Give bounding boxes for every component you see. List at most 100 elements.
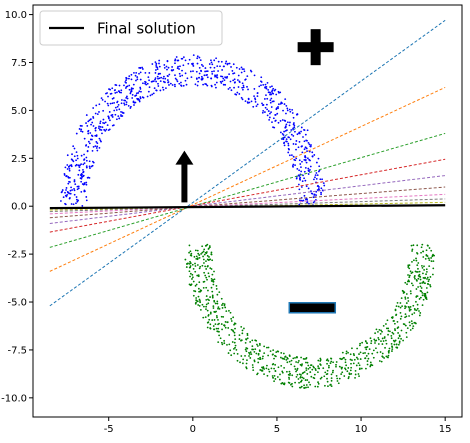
scatter-point (162, 80, 165, 83)
scatter-point (296, 373, 299, 376)
scatter-point (187, 62, 190, 65)
scatter-point (414, 277, 416, 280)
scatter-point (253, 74, 256, 77)
scatter-point (388, 349, 390, 352)
scatter-point (385, 342, 388, 345)
scatter-point (76, 154, 79, 157)
scatter-point (322, 367, 325, 370)
scatter-point (216, 74, 219, 76)
scatter-point (246, 101, 249, 104)
scatter-point (68, 165, 70, 168)
scatter-point (308, 143, 311, 146)
scatter-point (85, 166, 88, 169)
scatter-point (286, 361, 289, 364)
intermediate-solution-line (49, 186, 446, 219)
scatter-point (77, 164, 80, 167)
scatter-point (345, 364, 348, 367)
scatter-point (281, 370, 284, 373)
scatter-point (221, 80, 224, 83)
scatter-point (416, 244, 419, 247)
scatter-point (302, 377, 305, 380)
scatter-point (306, 150, 308, 153)
scatter-point (305, 367, 308, 369)
scatter-point (391, 350, 393, 352)
scatter-point (127, 104, 130, 107)
scatter-point (277, 121, 280, 124)
scatter-point (365, 348, 368, 351)
scatter-point (205, 295, 208, 297)
scatter-point (354, 373, 357, 376)
scatter-point (241, 98, 244, 101)
scatter-point (199, 309, 202, 311)
scatter-point (155, 89, 158, 92)
scatter-point (428, 265, 431, 268)
scatter-point (423, 269, 425, 271)
scatter-point (192, 70, 194, 73)
scatter-point (206, 309, 209, 312)
scatter-point (202, 83, 205, 86)
scatter-point (134, 95, 136, 97)
scatter-point (366, 363, 369, 366)
scatter-point (411, 248, 414, 251)
scatter-point (247, 97, 250, 100)
scatter-point (75, 202, 77, 205)
scatter-point (189, 70, 192, 73)
scatter-point (403, 291, 406, 294)
scatter-point (213, 70, 215, 73)
scatter-point (412, 304, 415, 307)
scatter-point (86, 176, 89, 179)
scatter-point (279, 120, 282, 122)
scatter-point (231, 341, 234, 343)
scatter-point (300, 379, 303, 382)
intermediate-solution-line (49, 175, 446, 224)
scatter-point (311, 368, 314, 371)
scatter-point (130, 87, 133, 90)
scatter-point (421, 243, 424, 246)
scatter-point (256, 92, 259, 95)
scatter-point (139, 88, 142, 90)
scatter-point (365, 355, 368, 357)
scatter-point (385, 323, 387, 325)
scatter-point (278, 103, 280, 106)
scatter-point (196, 55, 199, 58)
scatter-point (101, 126, 104, 129)
scatter-point (210, 85, 213, 88)
scatter-point (125, 103, 128, 106)
scatter-point (320, 187, 323, 190)
scatter-point (290, 133, 293, 136)
scatter-point (222, 77, 225, 80)
scatter-point (99, 120, 102, 123)
scatter-point (292, 165, 294, 168)
scatter-point (311, 151, 314, 154)
scatter-point (186, 262, 189, 265)
scatter-point (382, 340, 385, 342)
scatter-point (192, 294, 195, 297)
scatter-point (238, 93, 241, 95)
scatter-point (310, 375, 313, 378)
scatter-point (142, 96, 145, 99)
scatter-point (280, 101, 283, 104)
scatter-point (87, 132, 90, 135)
scatter-point (245, 366, 248, 369)
scatter-point (196, 62, 199, 65)
scatter-point (266, 364, 268, 367)
scatter-point (270, 97, 273, 100)
scatter-point (241, 68, 244, 71)
y-tick-label: -5.0 (7, 298, 27, 309)
scatter-point (298, 373, 301, 376)
scatter-point (404, 324, 407, 327)
scatter-point (309, 371, 312, 373)
scatter-point (80, 177, 83, 180)
scatter-point (94, 145, 97, 148)
scatter-point (228, 62, 231, 65)
scatter-point (259, 369, 262, 371)
scatter-point (125, 81, 127, 84)
scatter-point (216, 330, 219, 333)
scatter-point (200, 63, 203, 66)
scatter-point (265, 94, 267, 97)
scatter-point (307, 173, 310, 175)
scatter-point (391, 346, 394, 348)
scatter-point (295, 361, 298, 363)
scatter-point (303, 194, 306, 197)
scatter-point (285, 123, 288, 126)
